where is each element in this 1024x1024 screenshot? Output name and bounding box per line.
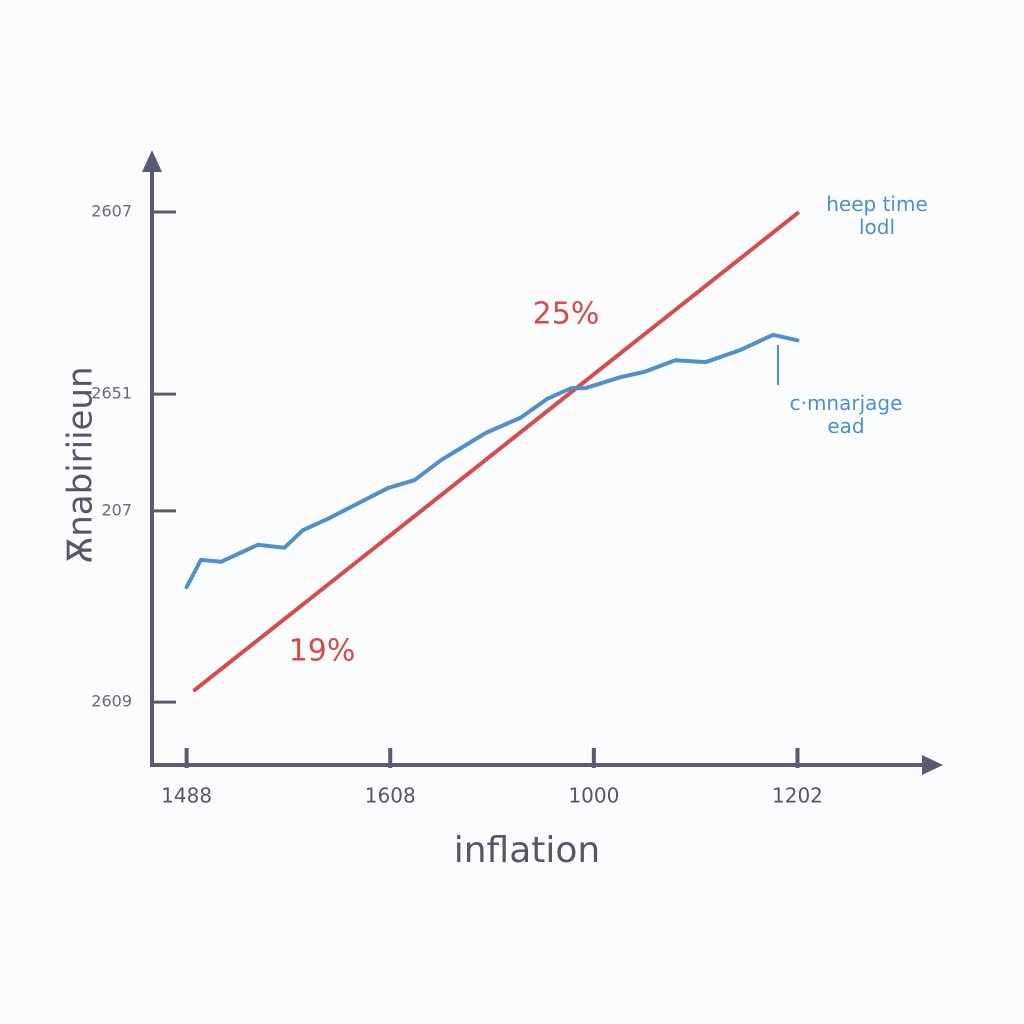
series-label: c·mnarjage ead	[790, 391, 903, 438]
series-label-line: heep time	[826, 192, 928, 216]
annotation: 25%	[533, 297, 600, 332]
x-axis-arrow	[922, 755, 943, 775]
x-tick-label: 1488	[161, 784, 212, 808]
x-tick-label: 1608	[365, 784, 416, 808]
x-tick-label: 1000	[568, 784, 619, 808]
y-tick-label: 207	[101, 500, 132, 519]
annotation: 19%	[289, 634, 356, 669]
series-line	[192, 211, 800, 692]
series-line	[184, 332, 800, 590]
x-axis-label: inflation	[454, 830, 601, 871]
y-axis-arrow	[142, 150, 162, 172]
series-label-line: ead	[827, 414, 864, 438]
y-axis-label: Ѫnabiriieun	[61, 366, 101, 563]
series-label-line: c·mnarjage	[790, 391, 903, 415]
series-label: heep time lodl	[826, 192, 928, 239]
y-tick-label: 2607	[91, 202, 132, 221]
series-label-line: lodl	[859, 215, 895, 239]
x-tick-label: 1202	[772, 784, 823, 808]
y-tick-label: 2609	[91, 692, 132, 711]
y-tick-label: 2651	[91, 384, 132, 403]
